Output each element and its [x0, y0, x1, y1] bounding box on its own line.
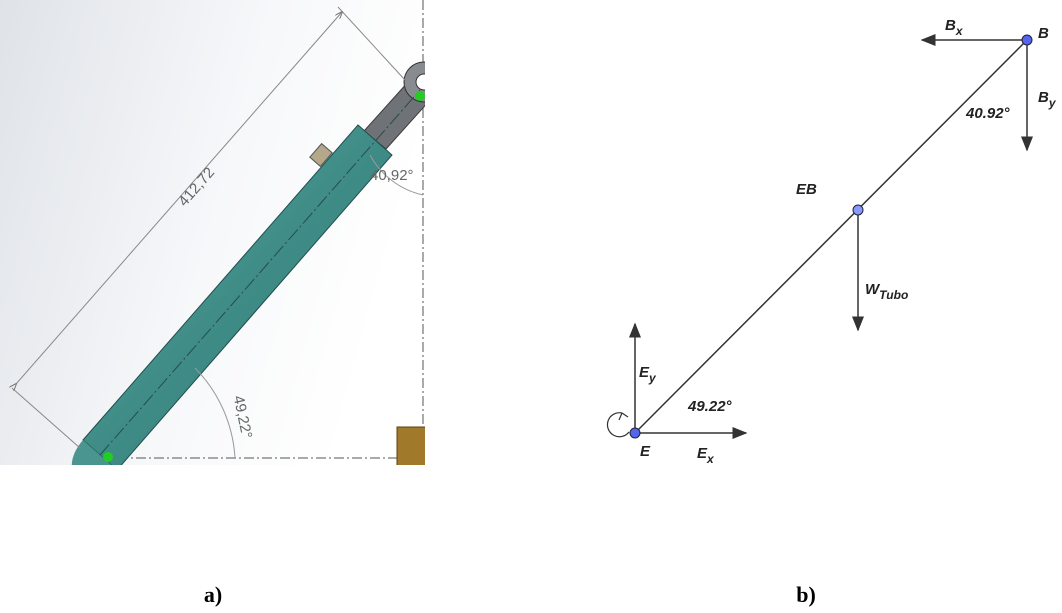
- rod-eye-hole: [416, 74, 432, 90]
- node: [853, 205, 863, 215]
- base-block: [397, 427, 427, 467]
- cad-background: [0, 0, 425, 465]
- joint-marker: [415, 91, 425, 101]
- moment-arrow: [607, 413, 629, 437]
- member: [635, 40, 1027, 433]
- node: [630, 428, 640, 438]
- force-label: Ex: [697, 445, 715, 466]
- force-label: By: [1038, 89, 1057, 110]
- angle-label: 40.92°: [965, 105, 1011, 122]
- joint-marker: [103, 452, 113, 462]
- node-label: EB: [796, 181, 817, 198]
- label-sub: y: [648, 371, 657, 385]
- label-sub: y: [1048, 96, 1057, 110]
- force-label: Ey: [639, 364, 657, 385]
- force-label: Bx: [945, 17, 964, 38]
- label-sub: Tubo: [879, 288, 908, 302]
- figure: 412,72 40,92° 49,22° Bx B By 40.92° EB W…: [0, 0, 1062, 613]
- cad-view: 412,72 40,92° 49,22°: [0, 0, 444, 470]
- label-sub: x: [955, 24, 964, 38]
- angle-label: 49.22°: [687, 398, 733, 415]
- node-label: B: [1038, 25, 1049, 42]
- force-label: WTubo: [865, 281, 908, 302]
- angle-label: 40,92°: [370, 167, 414, 184]
- label-main: B: [945, 17, 956, 34]
- label-main: B: [1038, 89, 1049, 106]
- free-body-diagram: Bx B By 40.92° EB WTubo Ey 49.22° E Ex: [607, 17, 1056, 466]
- node: [1022, 35, 1032, 45]
- caption: a): [204, 582, 222, 607]
- caption: b): [796, 582, 816, 607]
- node-label: E: [640, 443, 651, 460]
- label-sub: x: [706, 452, 715, 466]
